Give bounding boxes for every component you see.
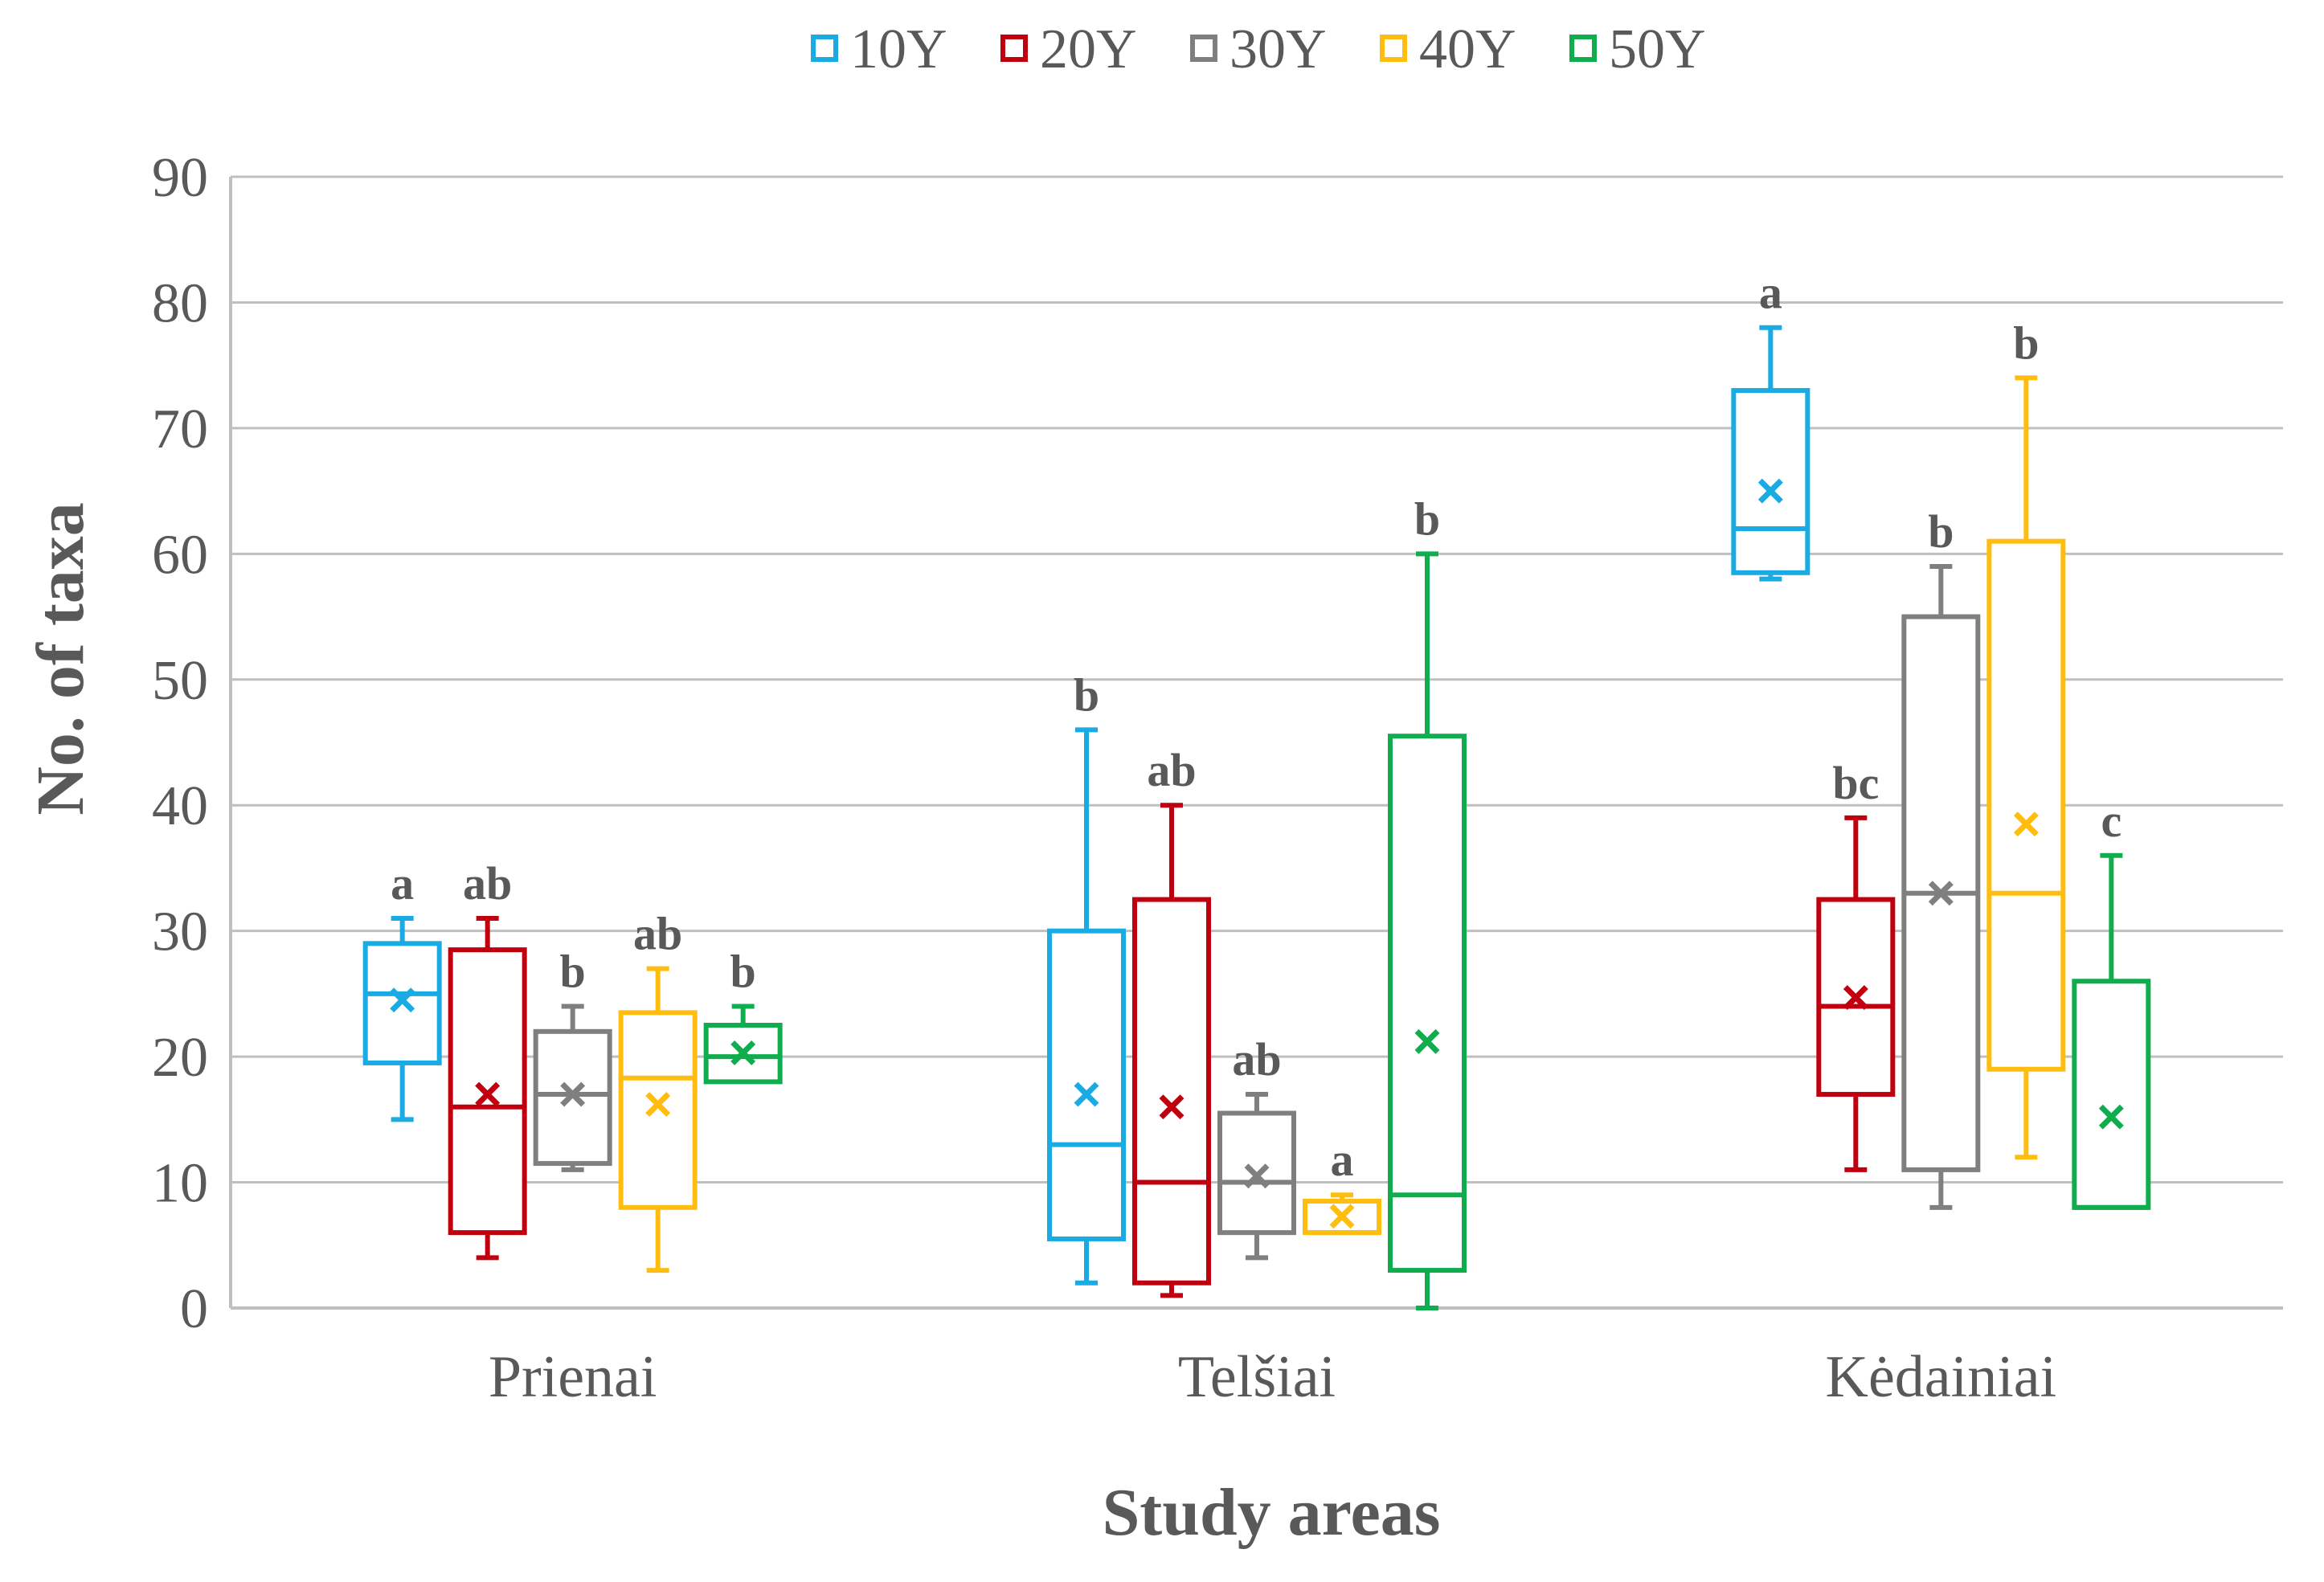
significance-letter: ab [633,908,682,960]
mean-marker [475,1081,501,1107]
x-tick-label: Kėdainiai [1826,1344,2057,1410]
significance-letter: c [2101,795,2121,847]
y-tick-label: 70 [152,399,208,460]
y-tick-label: 20 [152,1027,208,1089]
y-tick-label: 60 [152,524,208,586]
legend-swatch [1000,35,1028,62]
significance-letter: ab [463,857,512,910]
box-iqr [1731,387,1811,575]
box-40Y-Prienai: ab [618,908,698,1273]
box-50Y-Prienai: b [703,946,783,1085]
legend-swatch [1380,35,1407,62]
mean-marker [1414,1028,1440,1054]
box-iqr [1388,734,1467,1273]
legend-item-20Y: 20Y [1000,18,1137,80]
y-tick-label: 80 [152,272,208,334]
x-tick-label: Prienai [489,1344,657,1410]
box-10Y-Kėdainiai: a [1731,267,1811,582]
box-30Y-Telšiai: ab [1217,1033,1296,1261]
box-20Y-Kėdainiai: bc [1816,757,1896,1172]
significance-letter: a [1331,1134,1354,1186]
box-30Y-Kėdainiai: b [1901,505,1981,1210]
significance-letter: b [730,946,756,998]
significance-letter: b [2013,317,2039,369]
box-20Y-Telšiai: ab [1132,744,1211,1298]
significance-letter: b [1074,668,1099,721]
legend-label: 10Y [850,18,947,80]
y-tick-label: 0 [180,1278,208,1340]
legend-label: 50Y [1609,18,1706,80]
box-iqr [1047,928,1126,1241]
box-50Y-Telšiai: b [1388,493,1467,1310]
mean-marker [1244,1163,1270,1189]
legend-label: 30Y [1230,18,1327,80]
significance-letter: ab [1147,744,1196,796]
legend-label: 20Y [1040,18,1137,80]
significance-letter: a [1759,267,1782,319]
significance-letter: b [1928,505,1954,558]
legend-swatch [1569,35,1597,62]
y-axis-title: No. of taxa [23,502,98,816]
legend-item-50Y: 50Y [1569,18,1706,80]
y-tick-label: 10 [152,1153,208,1215]
mean-marker [560,1081,586,1107]
box-iqr [1132,897,1211,1286]
mean-marker [1843,985,1868,1011]
box-10Y-Telšiai: b [1047,668,1126,1286]
mean-marker [1329,1204,1355,1229]
box-iqr [618,1010,698,1210]
legend-item-30Y: 30Y [1190,18,1327,80]
axes: 0 10 20 30 40 50 60 70 80 90 Prienai Telšiai Kėdaini… [152,147,2283,1410]
box-iqr [2072,979,2151,1210]
x-tick-label: Telšiai [1178,1344,1336,1410]
y-tick-label: 50 [152,650,208,712]
mean-marker [1757,478,1783,504]
mean-marker [1159,1094,1185,1120]
mean-marker [730,1040,756,1065]
box-40Y-Telšiai: a [1303,1134,1381,1236]
mean-marker [2013,811,2039,837]
y-tick-label: 40 [152,775,208,837]
significance-letter: bc [1832,757,1879,809]
significance-letter: b [1414,493,1440,545]
mean-marker [645,1092,671,1118]
box-30Y-Prienai: b [533,946,612,1172]
significance-letter: ab [1232,1033,1281,1085]
y-tick-label: 30 [152,901,208,963]
significance-letter: a [391,857,414,910]
box-20Y-Prienai: ab [448,857,527,1261]
mean-marker [390,987,415,1013]
y-tick-label: 90 [152,147,208,209]
legend-label: 40Y [1419,18,1516,80]
box-iqr [1986,538,2066,1072]
legend: 10Y 20Y 30Y 40Y 50Y [811,18,1706,80]
box-10Y-Prienai: a [362,857,442,1122]
legend-swatch [811,35,838,62]
legend-item-10Y: 10Y [811,18,947,80]
mean-marker [2098,1104,2124,1130]
x-axis-title: Study areas [1103,1475,1441,1550]
significance-letter: b [560,946,586,998]
mean-marker [1074,1081,1099,1107]
box-50Y-Kėdainiai: c [2072,795,2151,1210]
mean-marker [1928,881,1954,906]
legend-item-40Y: 40Y [1380,18,1516,80]
box-40Y-Kėdainiai: b [1986,317,2066,1160]
legend-swatch [1190,35,1217,62]
